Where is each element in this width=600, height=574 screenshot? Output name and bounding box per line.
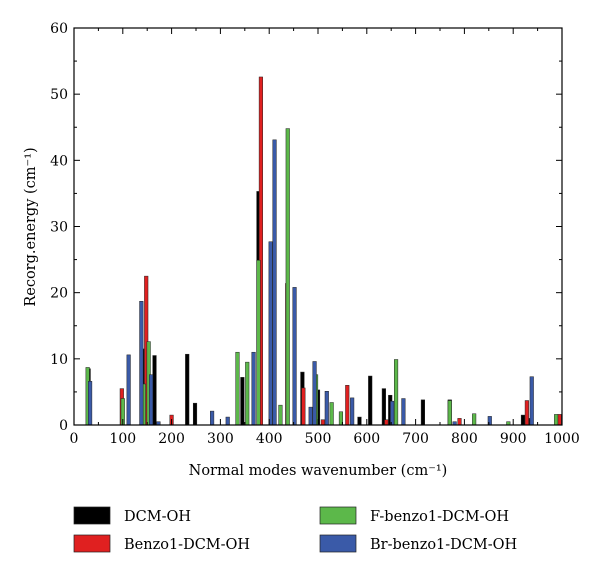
x-tick-label: 200 <box>158 431 185 447</box>
bar <box>520 414 526 426</box>
bar <box>357 416 362 426</box>
bar <box>320 419 325 426</box>
bar <box>149 374 154 426</box>
x-tick-label: 700 <box>402 431 429 447</box>
legend: DCM-OH F-benzo1-DCM-OH Benzo1-DCM-OH Br-ben… <box>73 506 517 553</box>
bar <box>529 376 534 426</box>
bar <box>557 414 562 426</box>
bar <box>245 361 250 426</box>
x-tick-label: 100 <box>109 431 136 447</box>
bar <box>345 385 350 426</box>
legend-label: F-benzo1-DCM-OH <box>370 509 509 525</box>
legend-label: Benzo1-DCM-OH <box>124 537 250 553</box>
bar <box>139 301 144 426</box>
legend-label: DCM-OH <box>124 509 191 525</box>
series-0 <box>86 191 530 426</box>
bar <box>394 359 399 426</box>
y-tick-label: 50 <box>50 87 68 103</box>
bar <box>472 413 477 426</box>
y-tick-label: 60 <box>50 21 68 37</box>
x-tick-label: 400 <box>256 431 283 447</box>
x-tick-label: 900 <box>500 431 527 447</box>
legend-swatch <box>319 534 357 553</box>
bar <box>88 381 93 426</box>
bar <box>420 399 425 426</box>
x-tick-label: 600 <box>353 431 380 447</box>
y-tick-label: 10 <box>50 352 68 368</box>
bar <box>457 418 462 426</box>
bar <box>368 375 373 426</box>
y-tick-label: 20 <box>50 286 68 302</box>
series-2 <box>85 128 559 426</box>
bar <box>312 361 317 426</box>
bar <box>524 400 529 426</box>
bar <box>251 351 256 426</box>
bar <box>126 354 131 426</box>
legend-label: Br-benzo1-DCM-OH <box>370 537 517 553</box>
bar <box>272 139 277 426</box>
x-axis-title: Normal modes wavenumber (cm⁻¹) <box>189 463 448 479</box>
legend-swatch <box>319 506 357 525</box>
bar <box>390 400 395 426</box>
bar <box>308 406 313 426</box>
x-tick-label: 0 <box>70 431 79 447</box>
x-tick-label: 1000 <box>544 431 580 447</box>
bar <box>301 387 306 426</box>
bar <box>278 404 283 426</box>
x-tick-label: 800 <box>451 431 478 447</box>
legend-swatch <box>73 534 111 553</box>
y-tick-label: 0 <box>59 418 68 434</box>
bar <box>268 241 273 426</box>
bar <box>554 414 559 426</box>
bar <box>447 400 452 426</box>
bar <box>350 397 355 426</box>
bar <box>384 419 389 426</box>
bars <box>85 76 562 426</box>
y-axis-title: Recorg.energy (cm⁻¹) <box>23 147 39 306</box>
legend-swatch <box>73 506 111 525</box>
bar <box>324 391 329 426</box>
bar <box>401 398 406 426</box>
bar <box>240 377 245 426</box>
bar <box>292 287 297 426</box>
bar <box>225 416 230 426</box>
bar <box>256 259 261 426</box>
bar <box>210 410 215 426</box>
axes: 0 100 200 300 400 500 600 700 800 900 1000 0 10 20 30 4… <box>50 21 580 447</box>
bar <box>152 355 157 426</box>
series-3 <box>88 139 534 426</box>
x-tick-label: 500 <box>305 431 332 447</box>
x-tick-label: 300 <box>207 431 234 447</box>
bar <box>192 402 198 426</box>
bar <box>285 128 290 426</box>
bar <box>185 353 190 426</box>
bar <box>235 351 240 426</box>
bar <box>329 402 334 426</box>
y-tick-label: 40 <box>50 153 68 169</box>
y-tick-label: 30 <box>50 220 68 236</box>
